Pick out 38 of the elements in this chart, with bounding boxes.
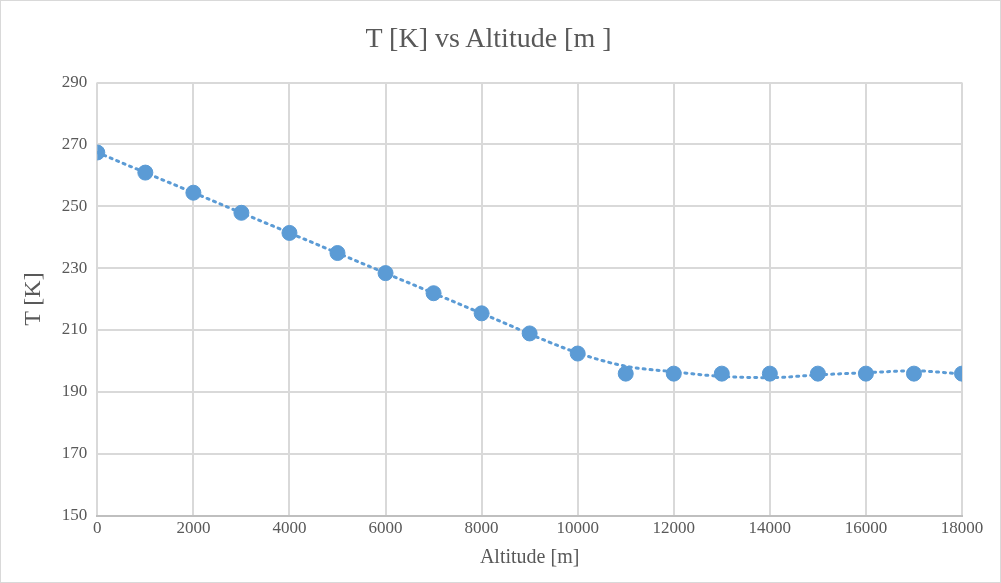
x-tick-label: 4000 <box>272 518 307 538</box>
y-tick-label: 190 <box>61 381 88 401</box>
point <box>473 305 490 322</box>
point <box>185 184 202 201</box>
point <box>377 265 394 282</box>
x-axis-title: Altitude [m] <box>479 545 580 568</box>
y-tick-label: 170 <box>61 443 88 463</box>
x-tick-label: 6000 <box>368 518 403 538</box>
point <box>425 285 442 302</box>
y-tick-label: 250 <box>61 195 88 215</box>
point <box>521 325 538 342</box>
point <box>617 365 634 382</box>
x-tick-label: 2000 <box>176 518 211 538</box>
point <box>233 204 250 221</box>
x-tick-label: 0 <box>93 518 102 538</box>
y-axis-title: T [K] <box>18 272 45 326</box>
point <box>281 224 298 241</box>
x-tick-label: 8000 <box>464 518 499 538</box>
point <box>329 245 346 262</box>
y-tick-label: 290 <box>61 72 88 92</box>
point <box>905 365 922 382</box>
point <box>137 164 154 181</box>
y-tick-label: 150 <box>61 505 88 525</box>
x-tick-label: 18000 <box>940 518 984 538</box>
x-tick-label: 16000 <box>844 518 888 538</box>
y-tick-label: 270 <box>61 133 88 153</box>
point <box>665 365 682 382</box>
x-tick-label: 10000 <box>556 518 599 538</box>
x-tick-label: 14000 <box>748 518 792 538</box>
point <box>857 365 874 382</box>
x-tick-label: 12000 <box>652 518 696 538</box>
y-tick-label: 210 <box>61 319 88 339</box>
y-tick-label: 230 <box>61 257 88 277</box>
point <box>809 365 826 382</box>
point <box>713 365 730 382</box>
point <box>569 345 586 362</box>
chart-title: T [K] vs Altitude [m ] <box>365 22 612 54</box>
point <box>761 365 778 382</box>
